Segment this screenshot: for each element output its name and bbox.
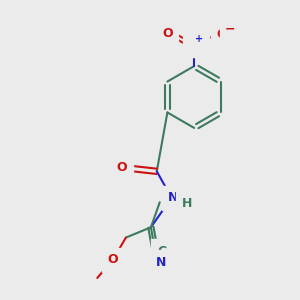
Text: C: C (157, 245, 166, 258)
Text: +: + (195, 34, 203, 44)
Text: O: O (117, 161, 128, 174)
Text: −: − (225, 23, 236, 36)
Text: N: N (167, 191, 178, 204)
Text: O: O (216, 28, 227, 41)
Text: O: O (108, 254, 118, 266)
Text: N: N (189, 38, 200, 51)
Text: O: O (162, 27, 173, 40)
Text: N: N (156, 256, 167, 268)
Text: H: H (182, 196, 192, 210)
